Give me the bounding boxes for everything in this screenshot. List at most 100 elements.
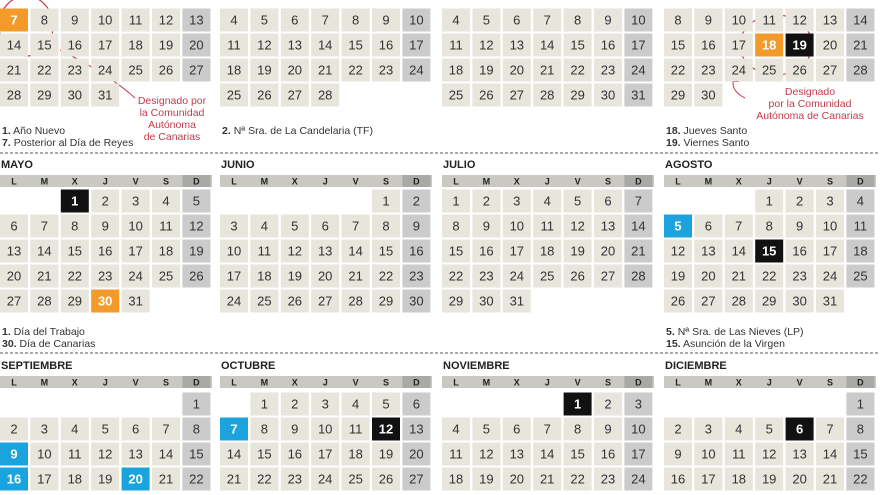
day-number: 14 (853, 12, 867, 27)
day-cell (846, 417, 875, 441)
holiday-cell (220, 417, 248, 441)
day-cell (250, 33, 279, 57)
day-number: 18 (449, 471, 463, 486)
day-number: 9 (10, 446, 17, 461)
month-name: SEPTIEMBRE (1, 360, 73, 372)
day-number: 26 (671, 293, 685, 308)
day-number: 22 (37, 62, 51, 77)
weekday: S (163, 377, 169, 387)
day-number: 15 (762, 243, 776, 258)
day-cell (755, 467, 784, 491)
day-number: 3 (826, 193, 833, 208)
note-text: Viernes Santo (684, 137, 750, 149)
day-number: 21 (823, 471, 837, 486)
day-cell (250, 392, 279, 416)
day-cell (624, 58, 653, 82)
day-cell (563, 467, 592, 491)
day-cell (91, 8, 120, 32)
day-number: 20 (701, 268, 715, 283)
weekday: X (72, 377, 78, 387)
day-cell (121, 442, 150, 466)
day-number: 30 (98, 293, 112, 308)
day-cell (372, 58, 400, 82)
day-number: 20 (128, 471, 142, 486)
day-cell (280, 442, 309, 466)
weekday: L (675, 176, 681, 186)
day-cell (220, 467, 248, 491)
holiday-cell (664, 214, 692, 238)
day-cell (30, 33, 59, 57)
day-cell (694, 264, 723, 288)
day-cell (341, 467, 370, 491)
day-cell (664, 264, 692, 288)
day-cell (624, 442, 653, 466)
day-number: 21 (318, 62, 332, 77)
day-number: 22 (68, 268, 82, 283)
day-cell (664, 239, 692, 263)
weekday: J (323, 377, 328, 387)
weekday: S (605, 377, 611, 387)
day-cell (624, 392, 653, 416)
day-number: 4 (261, 218, 268, 233)
day-number: 18 (257, 268, 271, 283)
day-number: 1 (193, 396, 200, 411)
weekday: M (483, 176, 491, 186)
day-number: 9 (291, 421, 298, 436)
day-cell (664, 83, 692, 107)
day-cell (694, 214, 723, 238)
day-number: 5 (674, 218, 681, 233)
day-cell (182, 264, 211, 288)
day-number: 9 (705, 12, 712, 27)
day-number: 16 (601, 446, 615, 461)
day-cell (402, 467, 431, 491)
day-cell (442, 33, 470, 57)
day-number: 19 (479, 62, 493, 77)
day-number: 21 (732, 268, 746, 283)
day-cell (220, 442, 248, 466)
day-number: 3 (230, 218, 237, 233)
day-number: 2 (10, 421, 17, 436)
day-cell (472, 417, 501, 441)
day-cell (533, 83, 562, 107)
day-number: 4 (735, 421, 742, 436)
day-cell (816, 8, 844, 32)
day-cell (442, 214, 470, 238)
day-cell (563, 239, 592, 263)
day-number: 16 (671, 471, 685, 486)
day-number: 17 (631, 446, 645, 461)
day-cell (846, 8, 875, 32)
day-number: 4 (544, 193, 551, 208)
day-cell (846, 239, 875, 263)
weekday: J (767, 176, 772, 186)
weekday: X (292, 377, 298, 387)
day-number: 7 (735, 218, 742, 233)
weekday: D (635, 377, 642, 387)
day-number: 11 (762, 12, 776, 27)
day-number: 27 (189, 62, 203, 77)
holiday-note: 1. Día del Trabajo (2, 326, 85, 338)
weekday-sunday-bg (182, 175, 211, 187)
day-cell (121, 239, 150, 263)
holiday-note: 1. Año Nuevo (2, 125, 65, 137)
day-number: 30 (792, 293, 806, 308)
day-number: 6 (604, 193, 611, 208)
day-number: 18 (128, 37, 142, 52)
day-number: 25 (348, 471, 362, 486)
day-cell (152, 214, 180, 238)
day-cell (442, 239, 470, 263)
day-cell (250, 264, 279, 288)
day-number: 29 (762, 293, 776, 308)
day-number: 11 (227, 37, 241, 52)
day-number: 8 (674, 12, 681, 27)
day-cell (121, 289, 150, 313)
day-number: 6 (513, 12, 520, 27)
note-day: 19. (666, 137, 681, 149)
day-number: 14 (540, 446, 554, 461)
day-number: 24 (732, 62, 746, 77)
day-cell (152, 58, 180, 82)
day-cell (30, 58, 59, 82)
day-cell (472, 467, 501, 491)
day-number: 18 (449, 62, 463, 77)
day-number: 13 (601, 218, 615, 233)
weekday: L (11, 377, 17, 387)
